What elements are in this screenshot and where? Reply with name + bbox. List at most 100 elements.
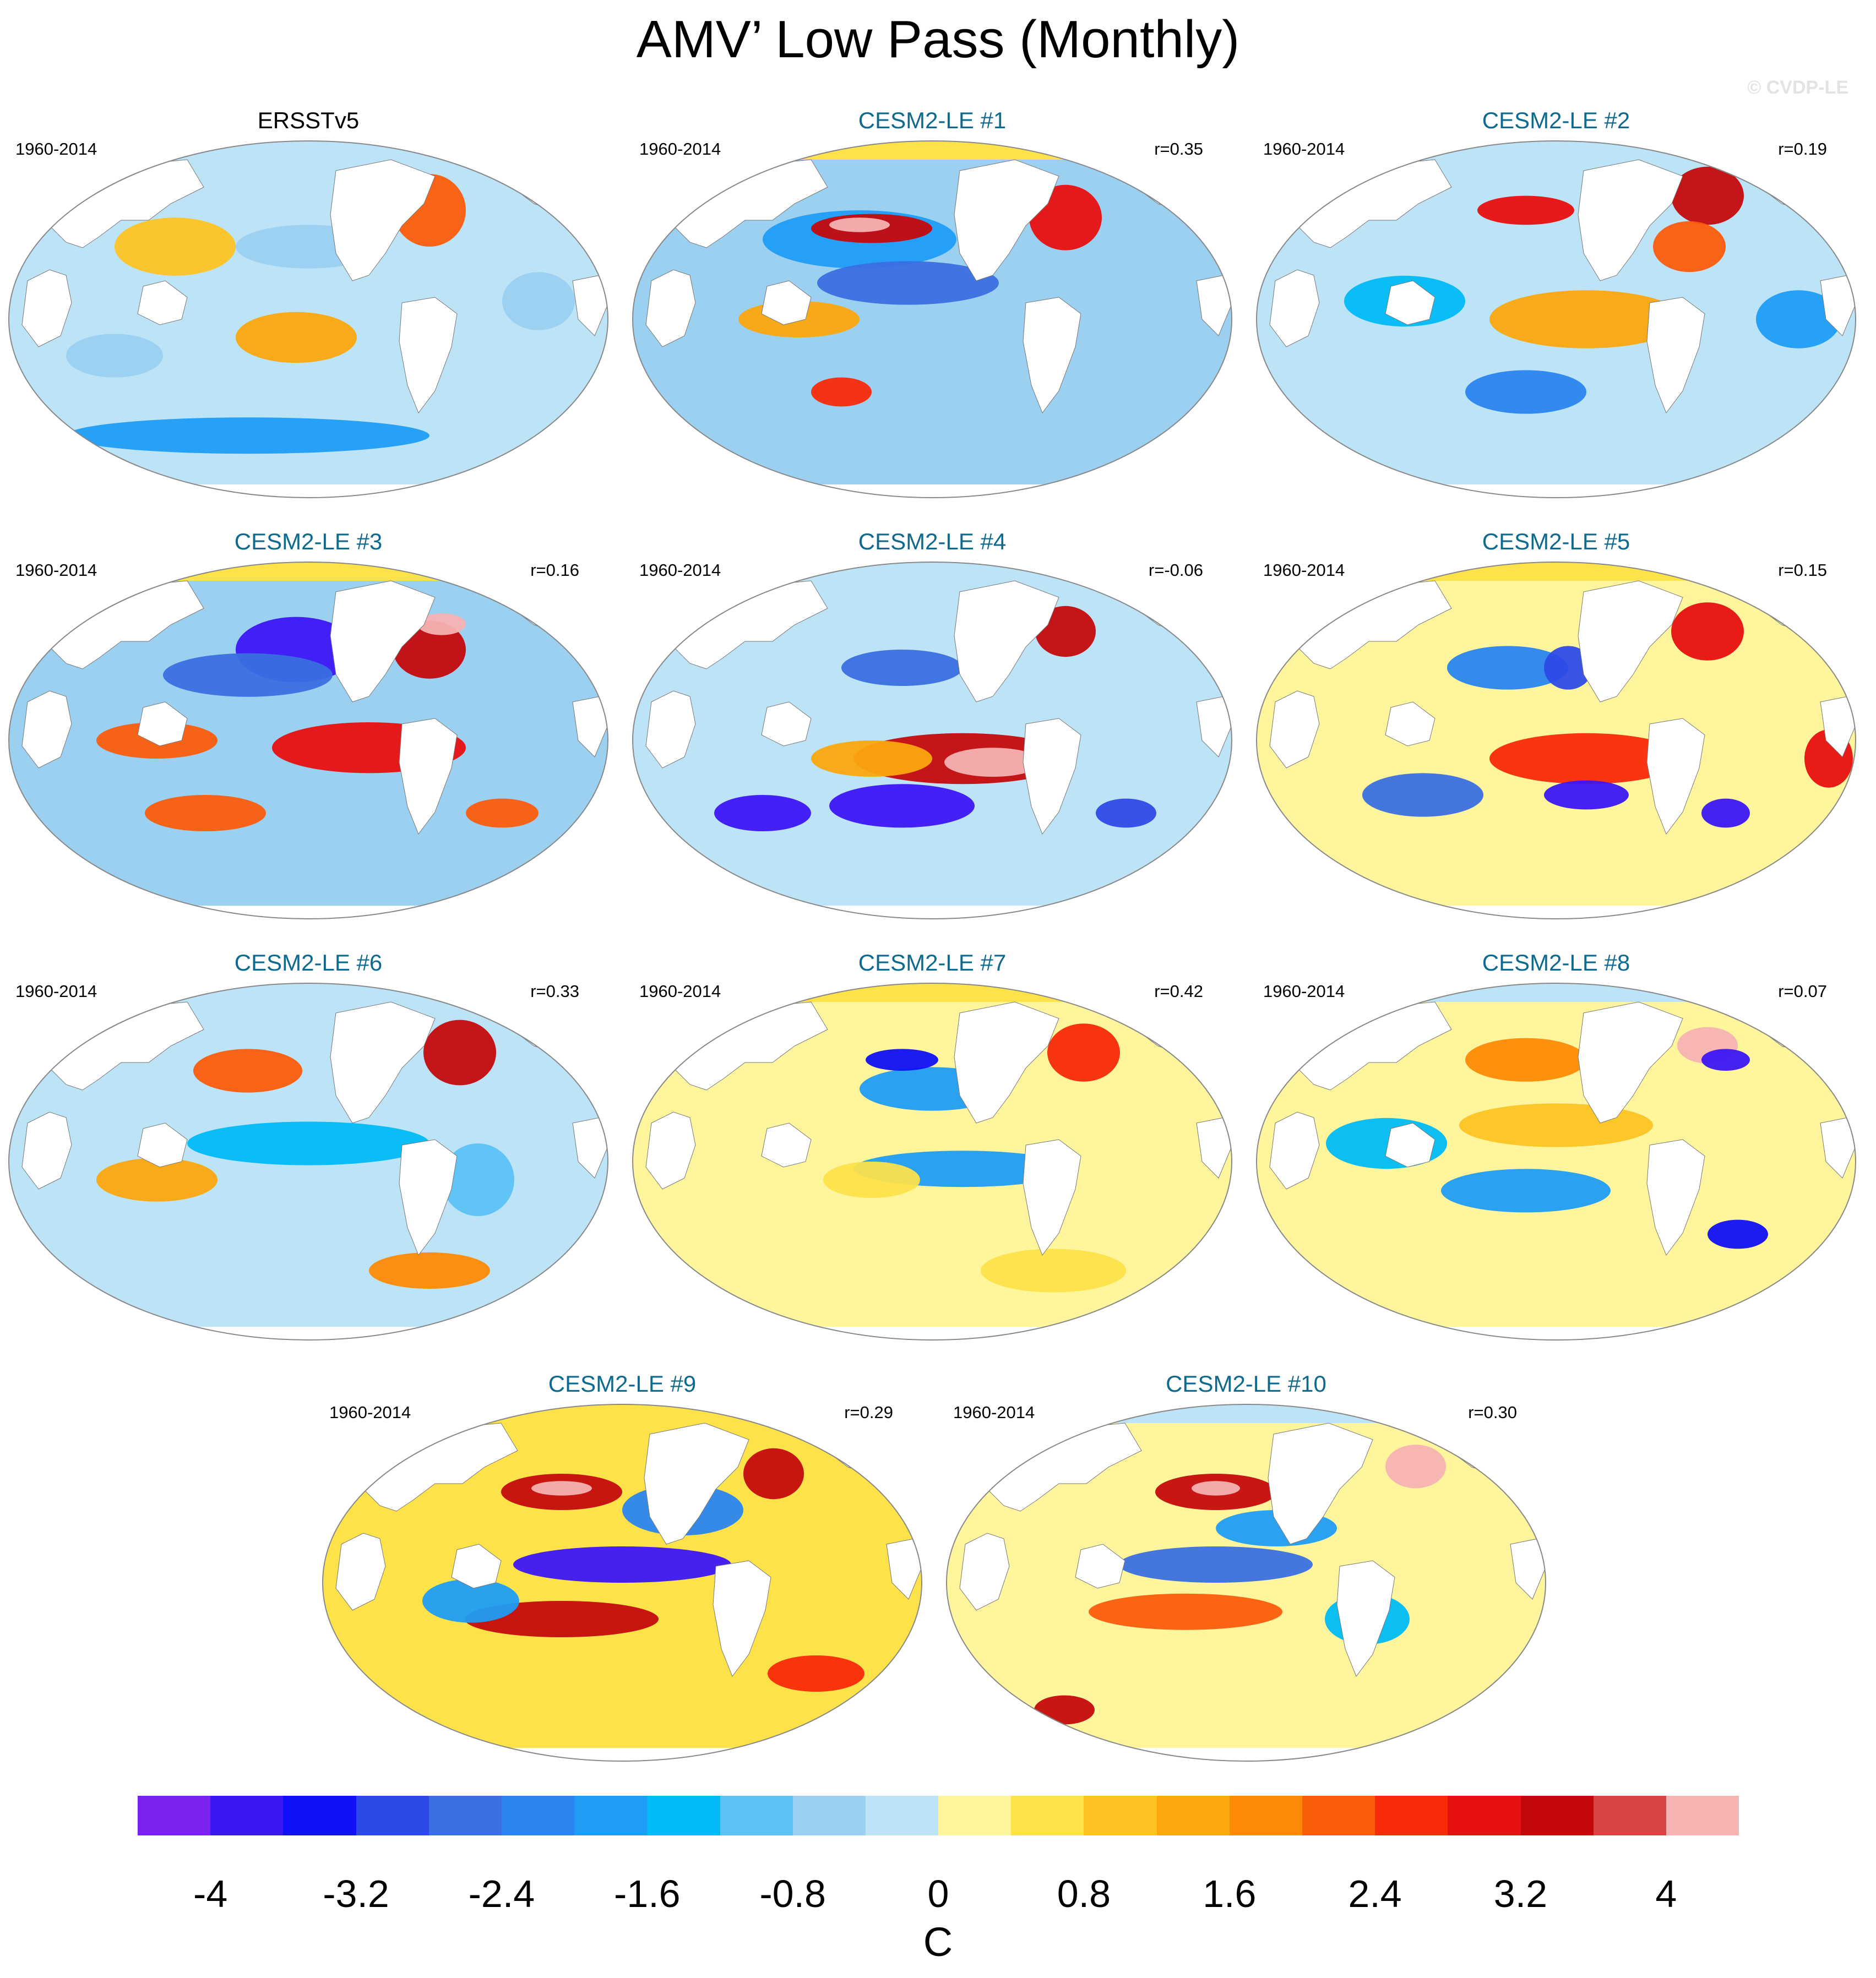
anomaly-region	[1089, 1593, 1282, 1630]
anomaly-region	[1489, 733, 1683, 784]
anomaly-region	[423, 1020, 496, 1086]
sst-anomaly-map	[946, 1404, 1546, 1762]
land-mask	[1269, 269, 1320, 347]
antarctica-land	[1257, 906, 1856, 919]
land-mask	[1646, 1139, 1705, 1256]
land-mask	[761, 1122, 812, 1168]
map-panel: CESM2-LE #8 1960-2014 r=0.07	[1253, 950, 1859, 1343]
antarctica-land	[633, 1327, 1232, 1340]
land-mask	[572, 1117, 608, 1179]
sst-anomaly-map	[8, 562, 608, 919]
anomaly-region	[236, 312, 357, 363]
land-mask	[137, 701, 188, 746]
land-mask	[1578, 159, 1683, 281]
map-border	[946, 1404, 1546, 1762]
land-mask	[1336, 1560, 1395, 1677]
panel-title: CESM2-LE #9	[548, 1371, 697, 1397]
anomaly-region	[743, 1448, 804, 1500]
anomaly-region	[1459, 1103, 1653, 1147]
colorbar-segment	[1229, 1796, 1302, 1835]
land-mask	[645, 269, 696, 347]
cvdp-credit: © CVDP-LE	[1747, 77, 1848, 98]
map-border	[1256, 983, 1856, 1341]
anomaly-region	[1047, 1023, 1120, 1082]
anomaly-region	[1192, 1481, 1240, 1496]
panel-title: CESM2-LE #1	[858, 107, 1007, 133]
anomaly-region	[66, 334, 163, 378]
anomaly-region	[981, 1249, 1126, 1293]
colorbar-tick-label: 0.8	[1057, 1872, 1111, 1915]
anomaly-region	[187, 1121, 429, 1165]
map-panel: CESM2-LE #4 1960-2014 r=-0.06	[629, 528, 1235, 922]
map-border	[632, 562, 1232, 919]
anomaly-region	[145, 795, 266, 831]
anomaly-region	[1385, 1445, 1446, 1489]
colorbar-tick-label: 3.2	[1493, 1872, 1548, 1915]
land-mask	[886, 1538, 922, 1600]
land-mask	[1646, 718, 1705, 835]
colorbar-segment	[138, 1796, 211, 1835]
land-mask	[954, 159, 1059, 281]
panel-period: 1960-2014	[639, 982, 721, 1001]
colorbar-segment	[1302, 1796, 1375, 1835]
anomaly-region	[1708, 1219, 1768, 1249]
colorbar-tick-label: -4	[193, 1872, 228, 1915]
anomaly-region	[1119, 1546, 1313, 1583]
sst-anomaly-map	[632, 140, 1232, 498]
land-mask	[330, 159, 436, 281]
land-mask	[1196, 696, 1232, 758]
colorbar-unit: C	[923, 1919, 953, 1965]
land-mask	[572, 696, 608, 758]
anomaly-region	[531, 1481, 592, 1496]
colorbar-segment	[792, 1796, 866, 1835]
land-mask	[21, 269, 72, 347]
panel-period: 1960-2014	[1263, 139, 1345, 159]
land-mask	[1510, 1538, 1546, 1600]
panel-title: CESM2-LE #8	[1482, 950, 1630, 976]
map-panel: CESM2-LE #6 1960-2014 r=0.33	[6, 950, 611, 1343]
anomaly-region	[369, 1252, 490, 1289]
colorbar-segment	[1011, 1796, 1084, 1835]
land-mask	[713, 1560, 771, 1677]
panel-title: CESM2-LE #5	[1482, 528, 1630, 554]
anomaly-region	[513, 1546, 731, 1583]
sst-anomaly-map	[632, 562, 1232, 919]
figure-title: AMV’ Low Pass (Monthly)	[636, 10, 1240, 69]
map-panel: CESM2-LE #5 1960-2014 r=0.15	[1253, 528, 1859, 922]
colorbar-segment	[501, 1796, 575, 1835]
land-mask	[1269, 690, 1320, 769]
land-mask	[137, 280, 188, 325]
panel-title: CESM2-LE #10	[1166, 1371, 1326, 1397]
anomaly-region	[1671, 166, 1744, 225]
colorbar-segment	[865, 1796, 939, 1835]
panel-period: 1960-2014	[639, 560, 721, 580]
anomaly-region	[1544, 646, 1592, 690]
colorbar-tick-label: 0	[927, 1872, 949, 1915]
antarctica-land	[947, 1748, 1546, 1761]
map-border	[8, 562, 608, 919]
land-mask	[645, 690, 696, 769]
colorbar-segment	[283, 1796, 356, 1835]
map-border	[632, 983, 1232, 1341]
land-mask	[1385, 701, 1435, 746]
anomaly-region	[1701, 798, 1750, 828]
panel-period: 1960-2014	[15, 982, 97, 1001]
land-mask	[21, 690, 72, 769]
anomaly-region	[1441, 1169, 1611, 1213]
map-border	[632, 140, 1232, 498]
anomaly-region	[466, 798, 539, 828]
anomaly-region	[811, 740, 932, 777]
pattern-correlation: r=0.15	[1778, 560, 1827, 580]
map-panel: CESM2-LE #10 1960-2014 r=0.30	[943, 1371, 1549, 1764]
colorbar-segment	[1156, 1796, 1230, 1835]
map-border	[322, 1404, 922, 1762]
panel-period: 1960-2014	[1263, 982, 1345, 1001]
ocean-background	[947, 1404, 1546, 1761]
anomaly-region	[422, 1579, 519, 1623]
panel-title: CESM2-LE #3	[234, 528, 383, 554]
panel-period: 1960-2014	[639, 139, 721, 159]
antarctica-land	[323, 1748, 922, 1761]
map-panel: CESM2-LE #3 1960-2014 r=0.16	[6, 528, 611, 922]
pattern-correlation: r=-0.06	[1148, 560, 1203, 580]
anomaly-region	[841, 650, 963, 686]
